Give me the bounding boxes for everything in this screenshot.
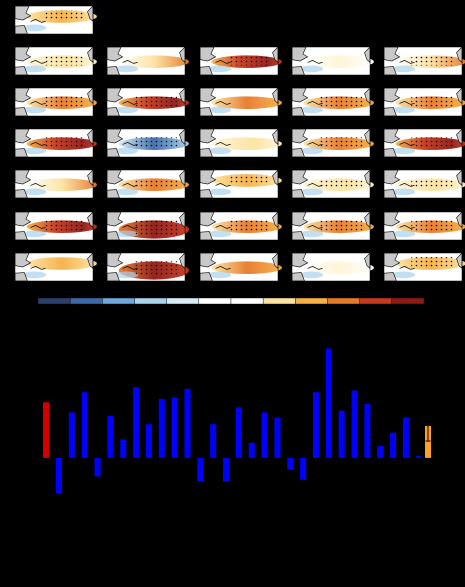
model-map-panel-2 (106, 46, 189, 76)
model-map-panel-1 (14, 46, 97, 76)
model-bar-25 (364, 404, 371, 458)
model-bar-19 (287, 457, 294, 470)
model-bar-2 (68, 412, 75, 458)
model-map-panel-12 (106, 128, 189, 158)
model-map-panel-6 (14, 87, 97, 117)
reference-map-panel (14, 5, 97, 35)
model-map-panel-30 (383, 252, 465, 282)
bar-chart (43, 348, 431, 494)
model-bar-22 (325, 348, 332, 458)
colorbar-segment (359, 297, 393, 305)
colorbar (37, 297, 425, 305)
model-map-panel-29 (291, 252, 374, 282)
ensemble-mean-bar (425, 425, 431, 458)
model-map-panel-13 (199, 128, 282, 158)
model-bar-24 (351, 390, 358, 458)
model-bar-15 (235, 407, 242, 458)
model-map-panel-22 (106, 211, 189, 241)
colorbar-segment (391, 297, 425, 305)
colorbar-segment (295, 297, 328, 305)
model-bar-7 (133, 387, 140, 458)
model-map-panel-5 (383, 46, 465, 76)
colorbar-segment (327, 297, 360, 305)
model-bar-29 (415, 456, 422, 458)
model-map-panel-25 (383, 211, 465, 241)
model-bar-1 (56, 457, 62, 494)
model-map-panel-17 (106, 169, 189, 199)
model-map-panel-18 (199, 169, 282, 199)
model-bar-12 (197, 457, 204, 482)
model-bar-6 (120, 439, 127, 458)
colorbar-segment (198, 297, 232, 305)
model-map-panel-3 (199, 46, 282, 76)
model-bar-17 (261, 412, 268, 458)
model-bar-11 (184, 388, 191, 458)
colorbar-segment (230, 297, 264, 305)
model-map-panel-24 (291, 211, 374, 241)
model-bar-4 (94, 457, 101, 477)
model-bar-5 (107, 415, 114, 458)
model-bar-27 (390, 432, 397, 458)
colorbar-segment (166, 297, 200, 305)
colorbar-segment (134, 297, 167, 305)
map-panels-grid (14, 5, 465, 282)
model-bar-26 (377, 446, 384, 458)
colorbar-segment (37, 297, 71, 305)
model-map-panel-14 (291, 128, 374, 158)
model-map-panel-10 (383, 87, 465, 117)
model-bar-13 (210, 424, 217, 458)
model-map-panel-27 (106, 252, 189, 282)
model-map-panel-23 (199, 211, 282, 241)
model-bar-28 (402, 417, 409, 458)
model-map-panel-21 (14, 211, 97, 241)
model-map-panel-7 (106, 87, 189, 117)
model-bar-10 (171, 397, 178, 458)
model-bar-9 (158, 398, 165, 458)
model-map-panel-19 (291, 169, 374, 199)
model-map-panel-28 (199, 252, 282, 282)
model-map-panel-16 (14, 169, 97, 199)
model-map-panel-11 (14, 128, 97, 158)
model-bar-20 (300, 457, 307, 480)
model-bar-3 (81, 392, 88, 458)
model-bar-21 (313, 392, 319, 458)
model-map-panel-4 (291, 46, 374, 76)
model-map-panel-26 (14, 252, 97, 282)
model-map-panel-9 (291, 87, 374, 117)
reference-bar (43, 402, 49, 458)
colorbar-segment (262, 297, 296, 305)
colorbar-segment (102, 297, 135, 305)
model-map-panel-15 (383, 128, 465, 158)
model-map-panel-20 (383, 169, 465, 199)
model-bar-8 (145, 424, 152, 458)
model-bar-23 (338, 410, 345, 458)
model-bar-14 (223, 457, 230, 482)
model-bar-16 (248, 442, 255, 458)
colorbar-segment (69, 297, 103, 305)
model-bar-18 (274, 417, 281, 458)
model-map-panel-8 (199, 87, 282, 117)
